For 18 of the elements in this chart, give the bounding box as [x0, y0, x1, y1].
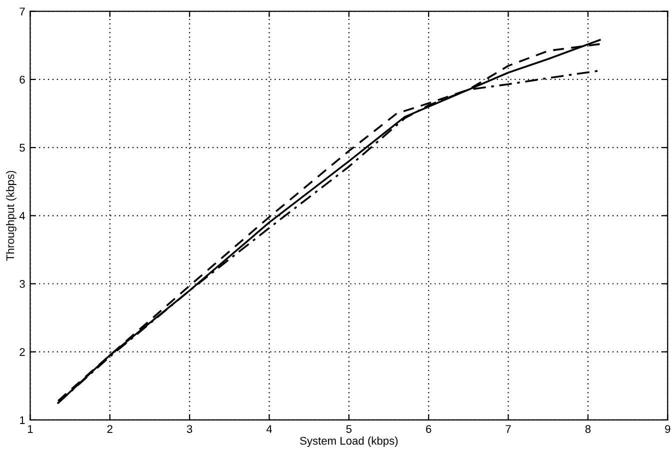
x-tick-label: 3 — [186, 425, 192, 433]
y-tick-label: 6 — [20, 76, 25, 84]
x-tick-label: 8 — [585, 425, 591, 433]
y-tick-label: 7 — [20, 8, 25, 16]
y-tick-label: 1 — [20, 416, 25, 424]
x-tick-label: 6 — [426, 425, 432, 433]
x-tick-label: 4 — [266, 425, 272, 433]
y-tick-label: 5 — [20, 144, 25, 152]
x-axis-title: System Load (kbps) — [300, 436, 398, 447]
y-axis-title: Throughput (kbps) — [6, 170, 16, 261]
x-tick-label: 5 — [346, 425, 352, 433]
x-tick-label: 9 — [665, 425, 670, 433]
x-tick-label: 2 — [107, 425, 112, 433]
y-tick-label: 4 — [19, 212, 26, 220]
y-tick-label: 2 — [20, 348, 25, 356]
x-tick-label: 1 — [28, 425, 33, 433]
y-tick-label: 3 — [20, 280, 25, 288]
x-tick-label: 7 — [506, 425, 511, 433]
